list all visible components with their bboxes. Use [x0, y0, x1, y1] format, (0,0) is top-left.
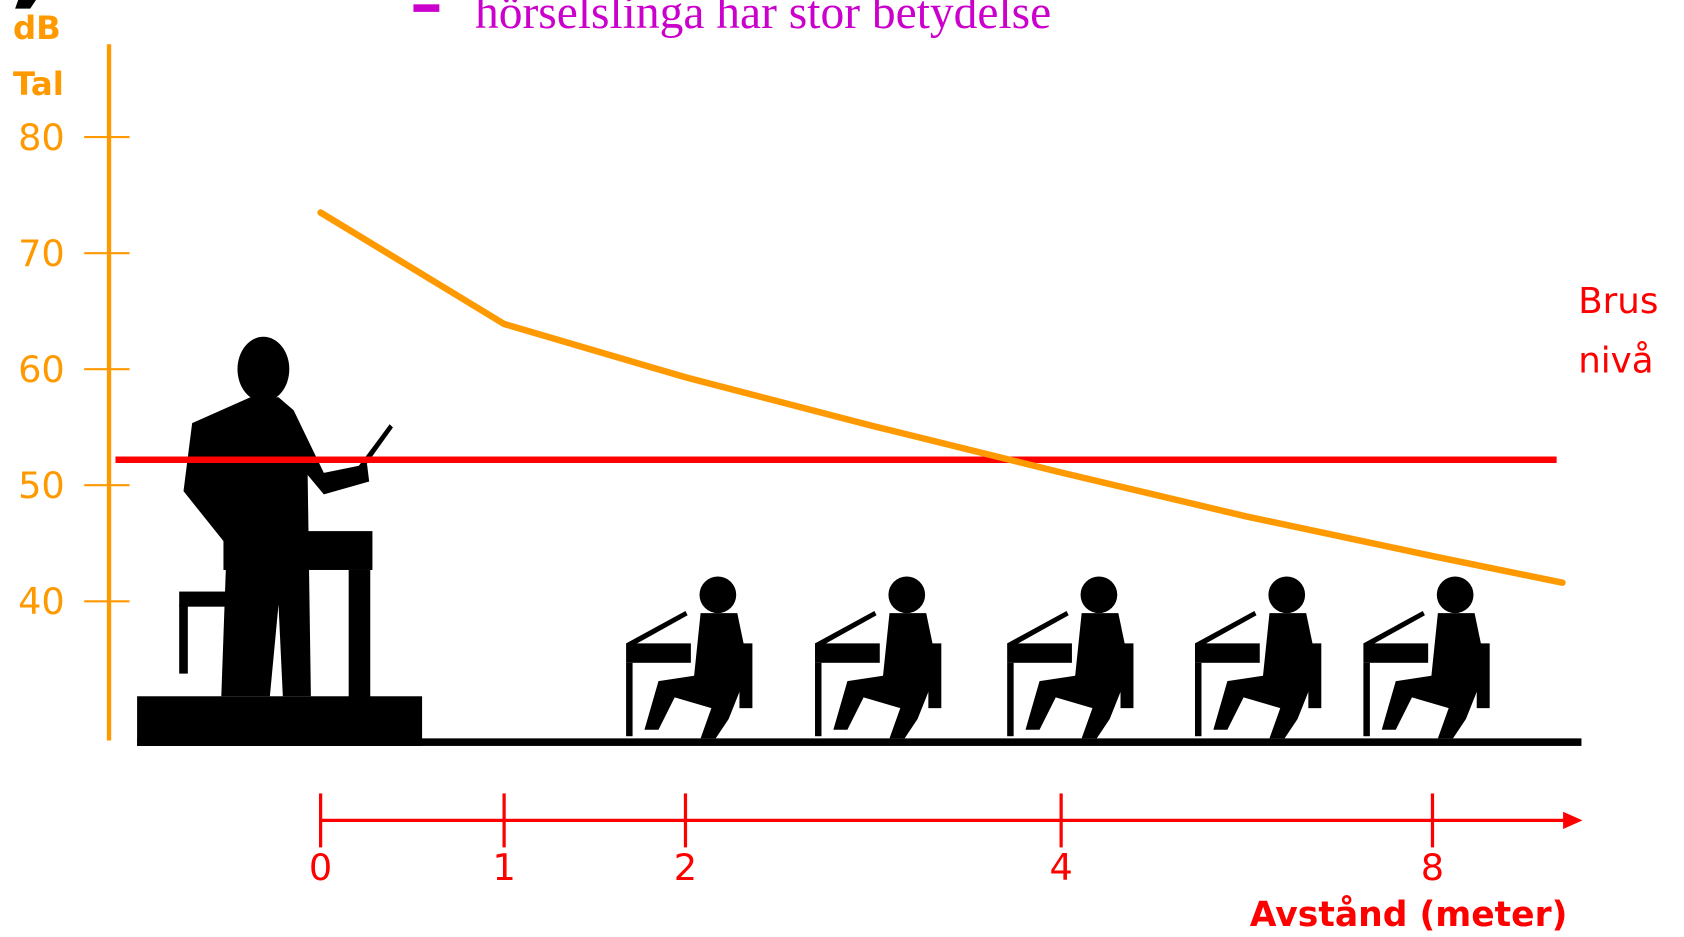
x-tick-label: 4 — [1049, 846, 1072, 889]
y-label: Tal — [13, 65, 64, 103]
y-tick-label: 40 — [18, 580, 65, 623]
title-dash — [413, 4, 439, 12]
x-tick-label: 2 — [674, 846, 697, 889]
noise-label: Brus — [1578, 281, 1658, 322]
x-label: Avstånd (meter) — [1250, 895, 1568, 935]
x-axis-arrow — [1563, 812, 1582, 829]
y-tick-label: 80 — [18, 116, 65, 159]
chart-title: hörselslinga har stor betydelse — [475, 0, 1051, 39]
noise-label: nivå — [1578, 340, 1653, 381]
x-tick-label: 1 — [492, 846, 515, 889]
speech-line — [321, 213, 1563, 583]
y-tick-label: 60 — [18, 348, 65, 391]
chart: hörselslinga har stor betydelse dB Tal A… — [0, 0, 1684, 937]
x-tick-label: 0 — [309, 846, 332, 889]
y-tick-label: 70 — [18, 232, 65, 275]
silhouettes — [0, 0, 1581, 746]
y-label: dB — [13, 9, 61, 47]
y-tick-label: 50 — [18, 464, 65, 507]
x-tick-label: 8 — [1421, 846, 1444, 889]
